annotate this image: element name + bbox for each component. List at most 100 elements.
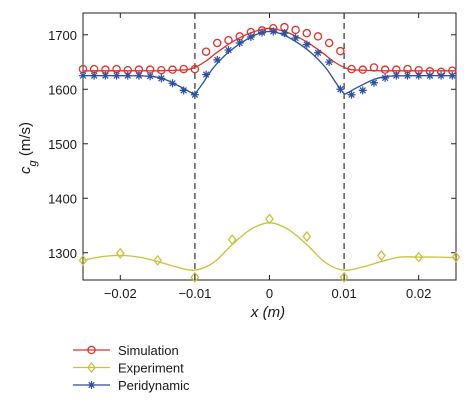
experiment-data-point xyxy=(78,254,88,266)
legend-entry-peridynamic: Peridynamic xyxy=(73,378,190,393)
peridynamic-data-point xyxy=(448,71,457,80)
simulation-data-point xyxy=(347,64,356,74)
y-tick-label: 1700 xyxy=(48,28,77,43)
peridynamic-data-point xyxy=(202,70,211,79)
peridynamic-data-point xyxy=(258,28,267,37)
y-tick-label: 1600 xyxy=(48,82,77,97)
peridynamic-data-point xyxy=(235,38,244,47)
legend-entry-experiment: Experiment xyxy=(73,361,184,376)
simulation-data-point xyxy=(380,65,390,74)
plot-frame xyxy=(82,12,457,281)
experiment-curve xyxy=(82,222,457,271)
peridynamic-curve xyxy=(82,30,457,95)
peridynamic-data-point xyxy=(146,72,155,81)
x-axis-label: x (m) xyxy=(250,304,285,321)
simulation-data-point xyxy=(201,47,211,56)
x-tick-label: −0.01 xyxy=(178,286,211,301)
simulation-data-point xyxy=(224,35,233,45)
series-group xyxy=(78,22,461,283)
simulation-data-point xyxy=(336,46,345,56)
simulation-data-point xyxy=(168,65,177,74)
axes-group xyxy=(82,12,457,281)
experiment-data-point xyxy=(414,251,424,263)
peridynamic-data-point xyxy=(381,73,390,82)
peridynamic-data-point xyxy=(369,78,378,87)
peridynamic-data-point xyxy=(90,71,99,80)
peridynamic-data-point xyxy=(291,34,300,43)
experiment-data-point xyxy=(451,251,461,263)
peridynamic-data-point xyxy=(437,71,446,80)
peridynamic-data-point xyxy=(101,71,110,80)
peridynamic-data-point xyxy=(336,85,345,94)
peridynamic-data-point xyxy=(269,27,278,36)
x-tick-label: 0.01 xyxy=(331,286,356,301)
peridynamic-data-point xyxy=(347,90,356,99)
simulation-data-point xyxy=(313,32,323,41)
experiment-data-point xyxy=(265,213,274,225)
experiment-series xyxy=(78,213,461,283)
peridynamic-data-point xyxy=(358,86,367,95)
tick-labels-group: −0.02 −0.01 0 0.01 0.02 1300 1400 1500 1600 1700 xyxy=(48,28,431,301)
legend-entry-simulation: Simulation xyxy=(73,343,179,358)
experiment-data-point xyxy=(227,234,237,246)
peridynamic-data-point xyxy=(425,71,434,80)
y-axis-label-symbol: c xyxy=(17,166,34,174)
experiment-data-point xyxy=(302,230,312,242)
legend-label-peridynamic: Peridynamic xyxy=(118,378,190,393)
peridynamic-data-point xyxy=(190,90,199,99)
y-tick-label: 1500 xyxy=(48,137,77,152)
legend-marker-peridynamic xyxy=(87,381,96,389)
experiment-data-point xyxy=(339,271,349,283)
simulation-data-point xyxy=(302,28,312,38)
peridynamic-data-point xyxy=(213,55,222,64)
simulation-data-point xyxy=(89,64,99,74)
legend-marker-simulation xyxy=(87,345,96,355)
simulation-data-point xyxy=(358,65,367,74)
peridynamic-data-point xyxy=(134,71,143,80)
simulation-data-point xyxy=(179,64,188,74)
experiment-data-point xyxy=(153,254,163,266)
simulation-data-point xyxy=(157,65,166,75)
peridynamic-data-point xyxy=(302,40,311,49)
y-axis-label: cg (m/s) xyxy=(17,122,39,174)
peridynamic-data-point xyxy=(246,32,255,41)
y-axis-label-subscript: g xyxy=(27,159,39,166)
peridynamic-data-point xyxy=(414,71,423,80)
legend-label-experiment: Experiment xyxy=(118,361,184,376)
peridynamic-data-point xyxy=(79,71,87,80)
simulation-data-point xyxy=(213,38,222,48)
simulation-data-point xyxy=(112,64,121,74)
peridynamic-data-point xyxy=(179,86,188,95)
legend: Simulation Experiment Peridynamic xyxy=(73,343,190,393)
peridynamic-data-point xyxy=(224,46,233,55)
peridynamic-data-point xyxy=(168,79,177,88)
peridynamic-data-point xyxy=(112,71,121,80)
simulation-data-point xyxy=(324,38,334,48)
peridynamic-data-point xyxy=(157,74,166,83)
x-tick-label: 0.02 xyxy=(406,286,431,301)
x-tick-label: −0.02 xyxy=(104,286,137,301)
peridynamic-data-point xyxy=(280,29,289,38)
peridynamic-series xyxy=(79,27,457,99)
simulation-data-point xyxy=(145,65,155,74)
experiment-data-point xyxy=(190,271,200,283)
simulation-data-point xyxy=(403,64,412,74)
legend-marker-experiment xyxy=(87,361,96,374)
peridynamic-data-point xyxy=(325,58,334,67)
legend-label-simulation: Simulation xyxy=(118,343,179,358)
peridynamic-data-point xyxy=(313,48,322,57)
simulation-data-point xyxy=(369,63,379,72)
peridynamic-data-point xyxy=(123,71,132,80)
x-tick-label: 0 xyxy=(266,286,273,301)
peridynamic-data-point xyxy=(392,71,401,80)
experiment-data-point xyxy=(115,247,125,259)
simulation-curve xyxy=(82,27,456,72)
simulation-data-point xyxy=(291,25,300,35)
simulation-data-point xyxy=(190,64,200,74)
experiment-data-point xyxy=(376,249,386,262)
reference-lines-group xyxy=(194,13,345,280)
y-tick-label: 1300 xyxy=(48,246,77,261)
y-axis-label-unit: (m/s) xyxy=(17,122,34,160)
